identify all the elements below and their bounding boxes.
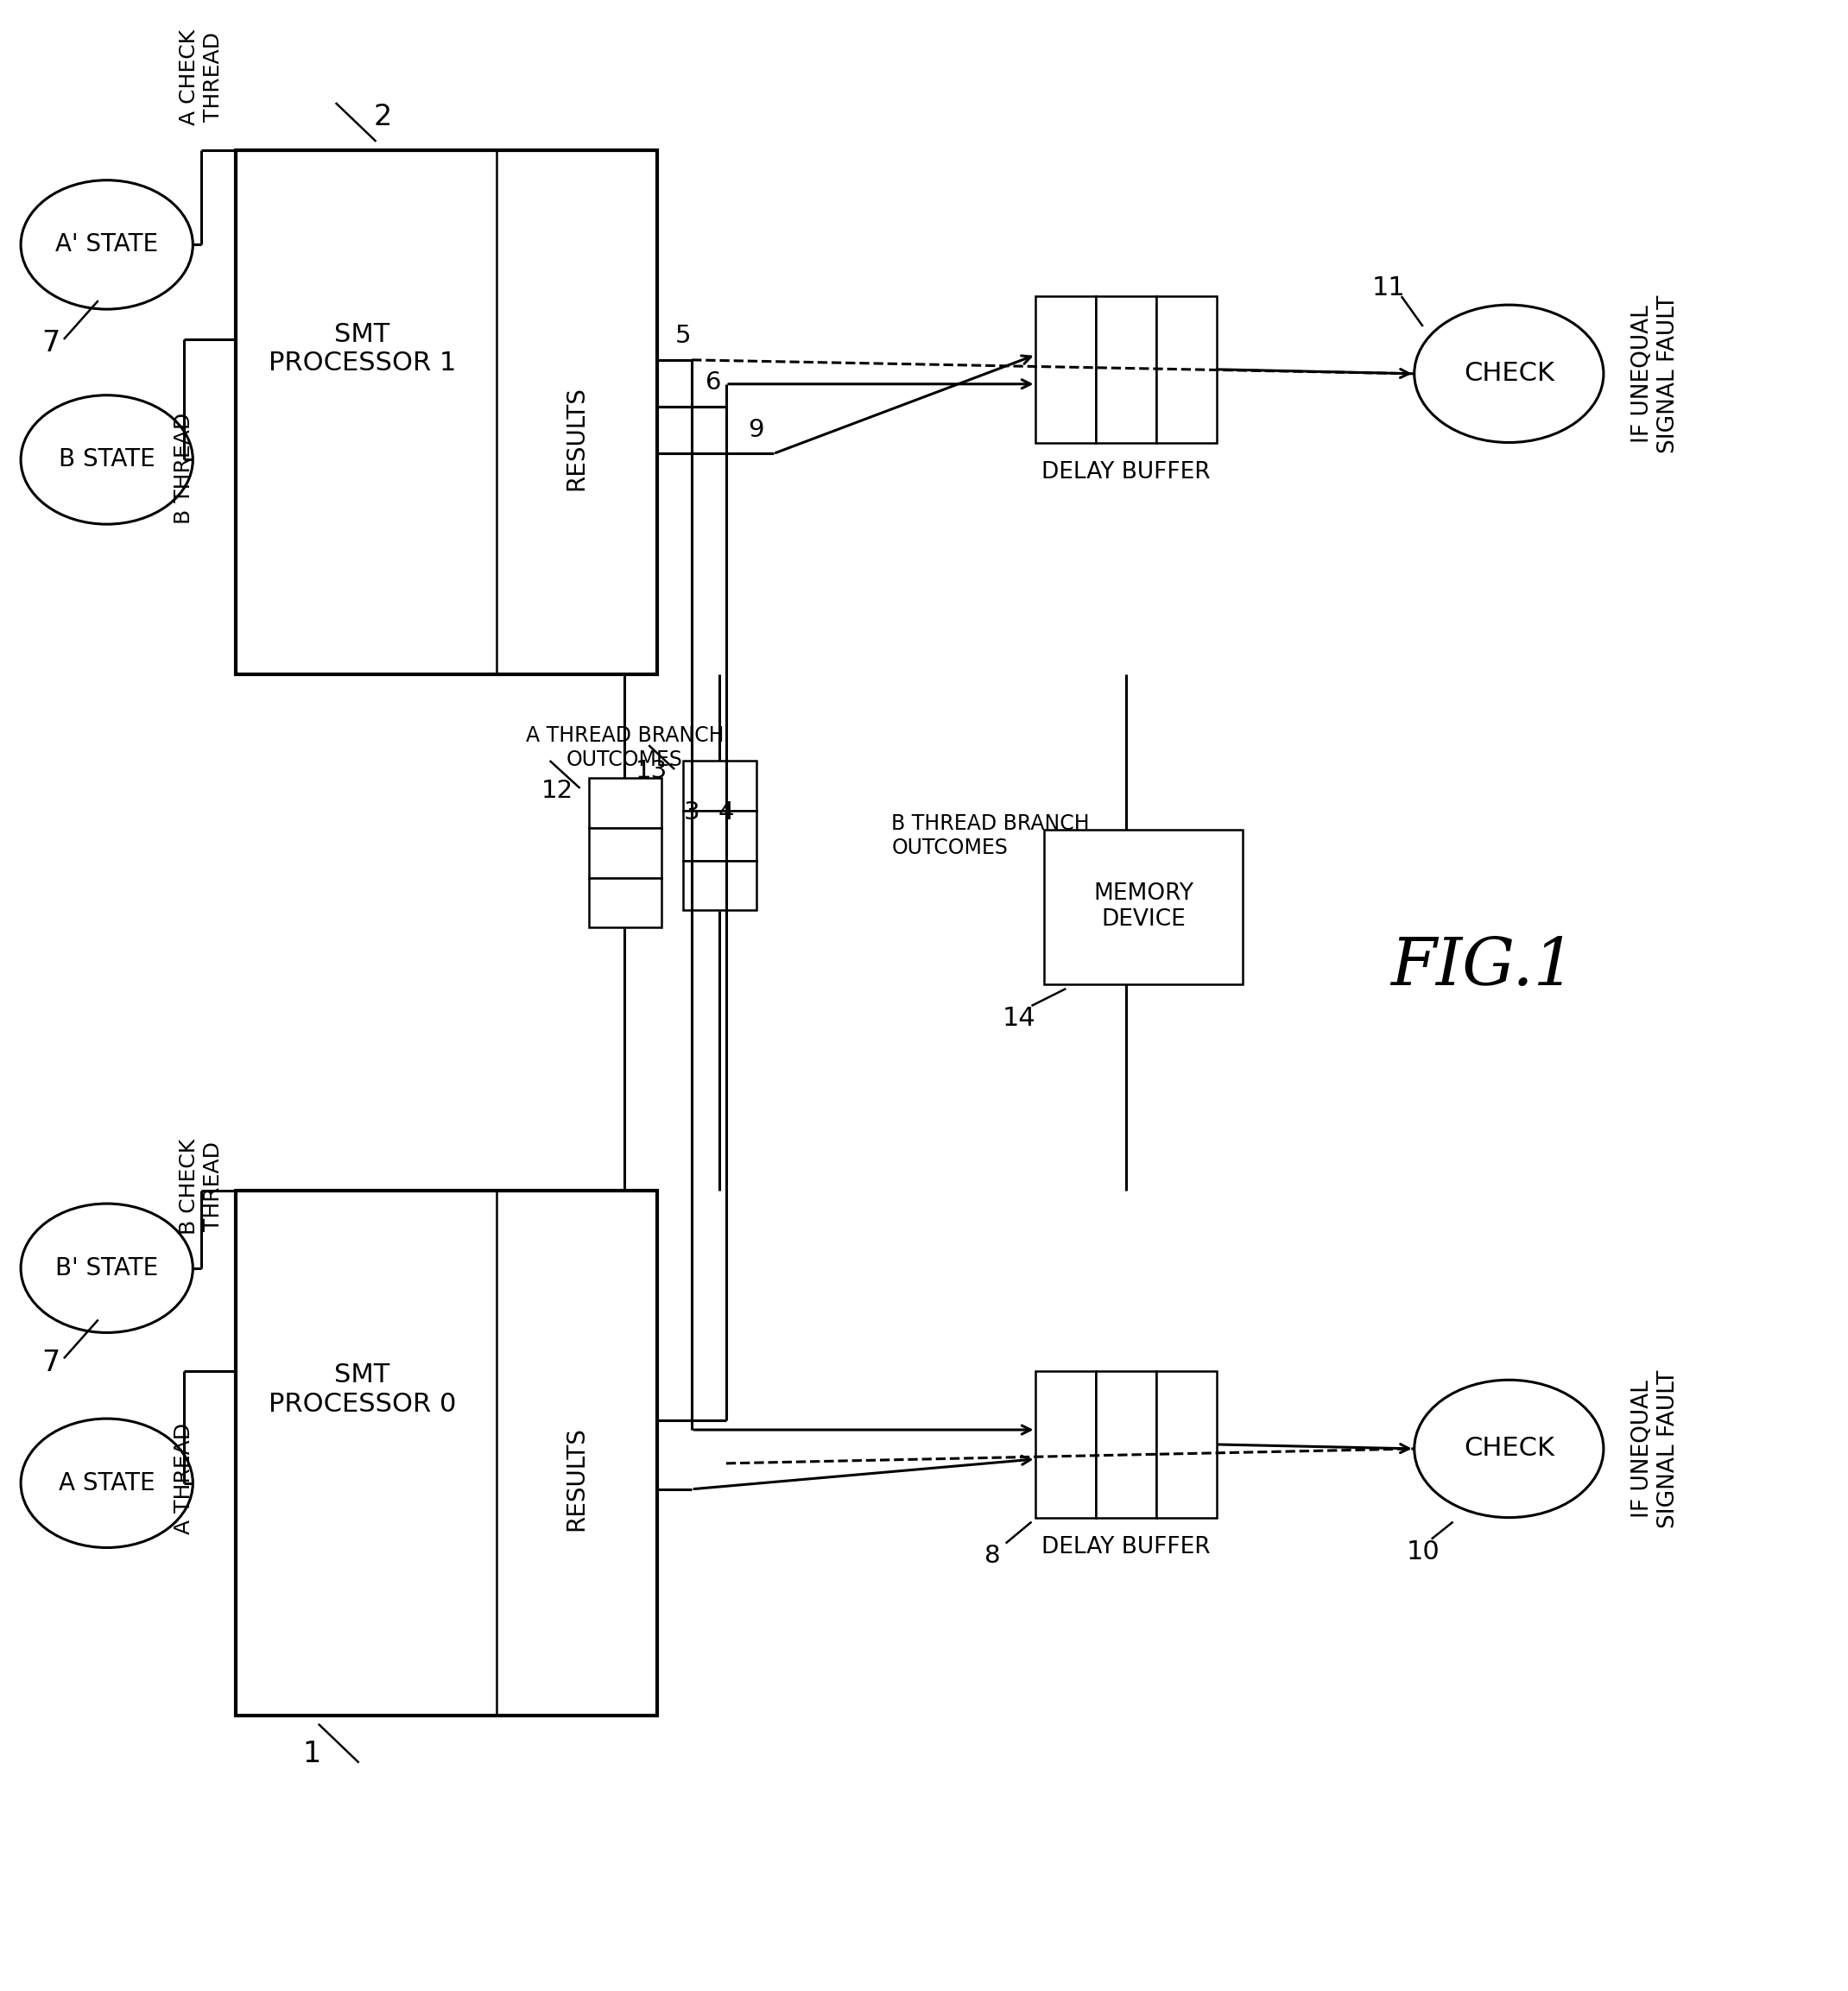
Text: A THREAD: A THREAD: [174, 1424, 194, 1535]
Text: 4: 4: [719, 800, 734, 824]
Text: 10: 10: [1406, 1539, 1440, 1565]
Bar: [684, 810, 756, 860]
Text: SMT
PROCESSOR 0: SMT PROCESSOR 0: [268, 1362, 456, 1416]
Text: SMT
PROCESSOR 1: SMT PROCESSOR 1: [268, 323, 456, 376]
Text: A' STATE: A' STATE: [55, 233, 159, 257]
Bar: [684, 761, 756, 810]
Text: 1: 1: [303, 1740, 322, 1768]
Bar: [1096, 297, 1157, 442]
Bar: [588, 828, 662, 878]
Text: B THREAD: B THREAD: [174, 412, 194, 524]
Bar: [1044, 830, 1242, 984]
Text: FIG.1: FIG.1: [1390, 936, 1576, 999]
Bar: [1037, 1372, 1096, 1517]
Text: IF UNEQUAL
SIGNAL FAULT: IF UNEQUAL SIGNAL FAULT: [1632, 1370, 1680, 1527]
Bar: [237, 149, 658, 675]
Text: 2: 2: [373, 104, 392, 131]
Text: A CHECK
THREAD: A CHECK THREAD: [179, 30, 224, 125]
Text: B CHECK
THREAD: B CHECK THREAD: [179, 1139, 224, 1234]
Bar: [588, 878, 662, 928]
Text: 14: 14: [1002, 1005, 1035, 1031]
Text: A STATE: A STATE: [59, 1471, 155, 1495]
Text: 3: 3: [684, 800, 700, 824]
Bar: [1037, 297, 1096, 442]
Text: 12: 12: [541, 778, 573, 802]
Bar: [1157, 1372, 1216, 1517]
Bar: [588, 778, 662, 828]
Text: 7: 7: [43, 1348, 61, 1378]
Bar: [1157, 297, 1216, 442]
Text: IF UNEQUAL
SIGNAL FAULT: IF UNEQUAL SIGNAL FAULT: [1632, 295, 1680, 452]
Ellipse shape: [1414, 305, 1604, 442]
Text: MEMORY
DEVICE: MEMORY DEVICE: [1094, 882, 1194, 932]
Text: RESULTS: RESULTS: [564, 1428, 588, 1531]
Text: B STATE: B STATE: [59, 448, 155, 472]
Text: 6: 6: [706, 370, 721, 394]
Ellipse shape: [20, 179, 192, 309]
Ellipse shape: [1414, 1380, 1604, 1517]
Text: RESULTS: RESULTS: [564, 386, 588, 490]
Text: 9: 9: [748, 418, 765, 442]
Text: CHECK: CHECK: [1464, 360, 1554, 386]
Text: B' STATE: B' STATE: [55, 1256, 159, 1280]
Text: DELAY BUFFER: DELAY BUFFER: [1042, 1537, 1210, 1559]
Text: 7: 7: [43, 329, 61, 358]
Text: 5: 5: [675, 325, 691, 348]
Text: B THREAD BRANCH
OUTCOMES: B THREAD BRANCH OUTCOMES: [891, 812, 1090, 858]
Bar: [1096, 1372, 1157, 1517]
Ellipse shape: [20, 394, 192, 524]
Ellipse shape: [20, 1205, 192, 1332]
Text: CHECK: CHECK: [1464, 1436, 1554, 1461]
Text: 13: 13: [636, 759, 667, 782]
Text: A THREAD BRANCH
OUTCOMES: A THREAD BRANCH OUTCOMES: [525, 725, 724, 771]
Text: 8: 8: [985, 1545, 1002, 1569]
Bar: [237, 1191, 658, 1716]
Text: DELAY BUFFER: DELAY BUFFER: [1042, 462, 1210, 484]
Bar: [684, 860, 756, 910]
Ellipse shape: [20, 1420, 192, 1547]
Text: 11: 11: [1371, 275, 1404, 301]
